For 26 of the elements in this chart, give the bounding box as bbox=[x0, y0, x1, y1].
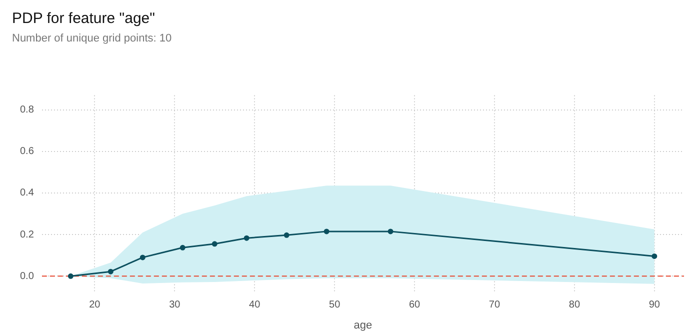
point bbox=[140, 254, 146, 260]
x-tick-label: 40 bbox=[249, 300, 261, 311]
x-tick-label: 30 bbox=[169, 300, 181, 311]
point bbox=[652, 253, 658, 259]
x-tick-label: 50 bbox=[329, 300, 341, 311]
point bbox=[284, 232, 290, 238]
chart-subtitle: Number of unique grid points: 10 bbox=[12, 32, 172, 45]
y-tick-label: 0.4 bbox=[20, 188, 34, 199]
point bbox=[388, 228, 394, 234]
x-tick-label: 80 bbox=[568, 300, 580, 311]
y-tick-label: 0.0 bbox=[20, 270, 34, 282]
point bbox=[180, 244, 186, 250]
chart-title: PDP for feature "age" bbox=[12, 10, 155, 28]
y-tick-label: 0.6 bbox=[20, 146, 34, 158]
point bbox=[212, 241, 218, 247]
x-tick-label: 20 bbox=[89, 300, 101, 311]
x-tick-label: 90 bbox=[648, 300, 660, 311]
x-tick-label: 60 bbox=[408, 300, 421, 311]
point bbox=[108, 268, 114, 274]
point bbox=[244, 235, 250, 241]
x-tick-label: 70 bbox=[488, 300, 500, 311]
point bbox=[324, 228, 330, 234]
y-tick-label: 0.2 bbox=[20, 229, 34, 240]
y-tick-label: 0.8 bbox=[20, 104, 34, 116]
point bbox=[68, 273, 74, 279]
x-axis-title: age bbox=[354, 319, 372, 332]
